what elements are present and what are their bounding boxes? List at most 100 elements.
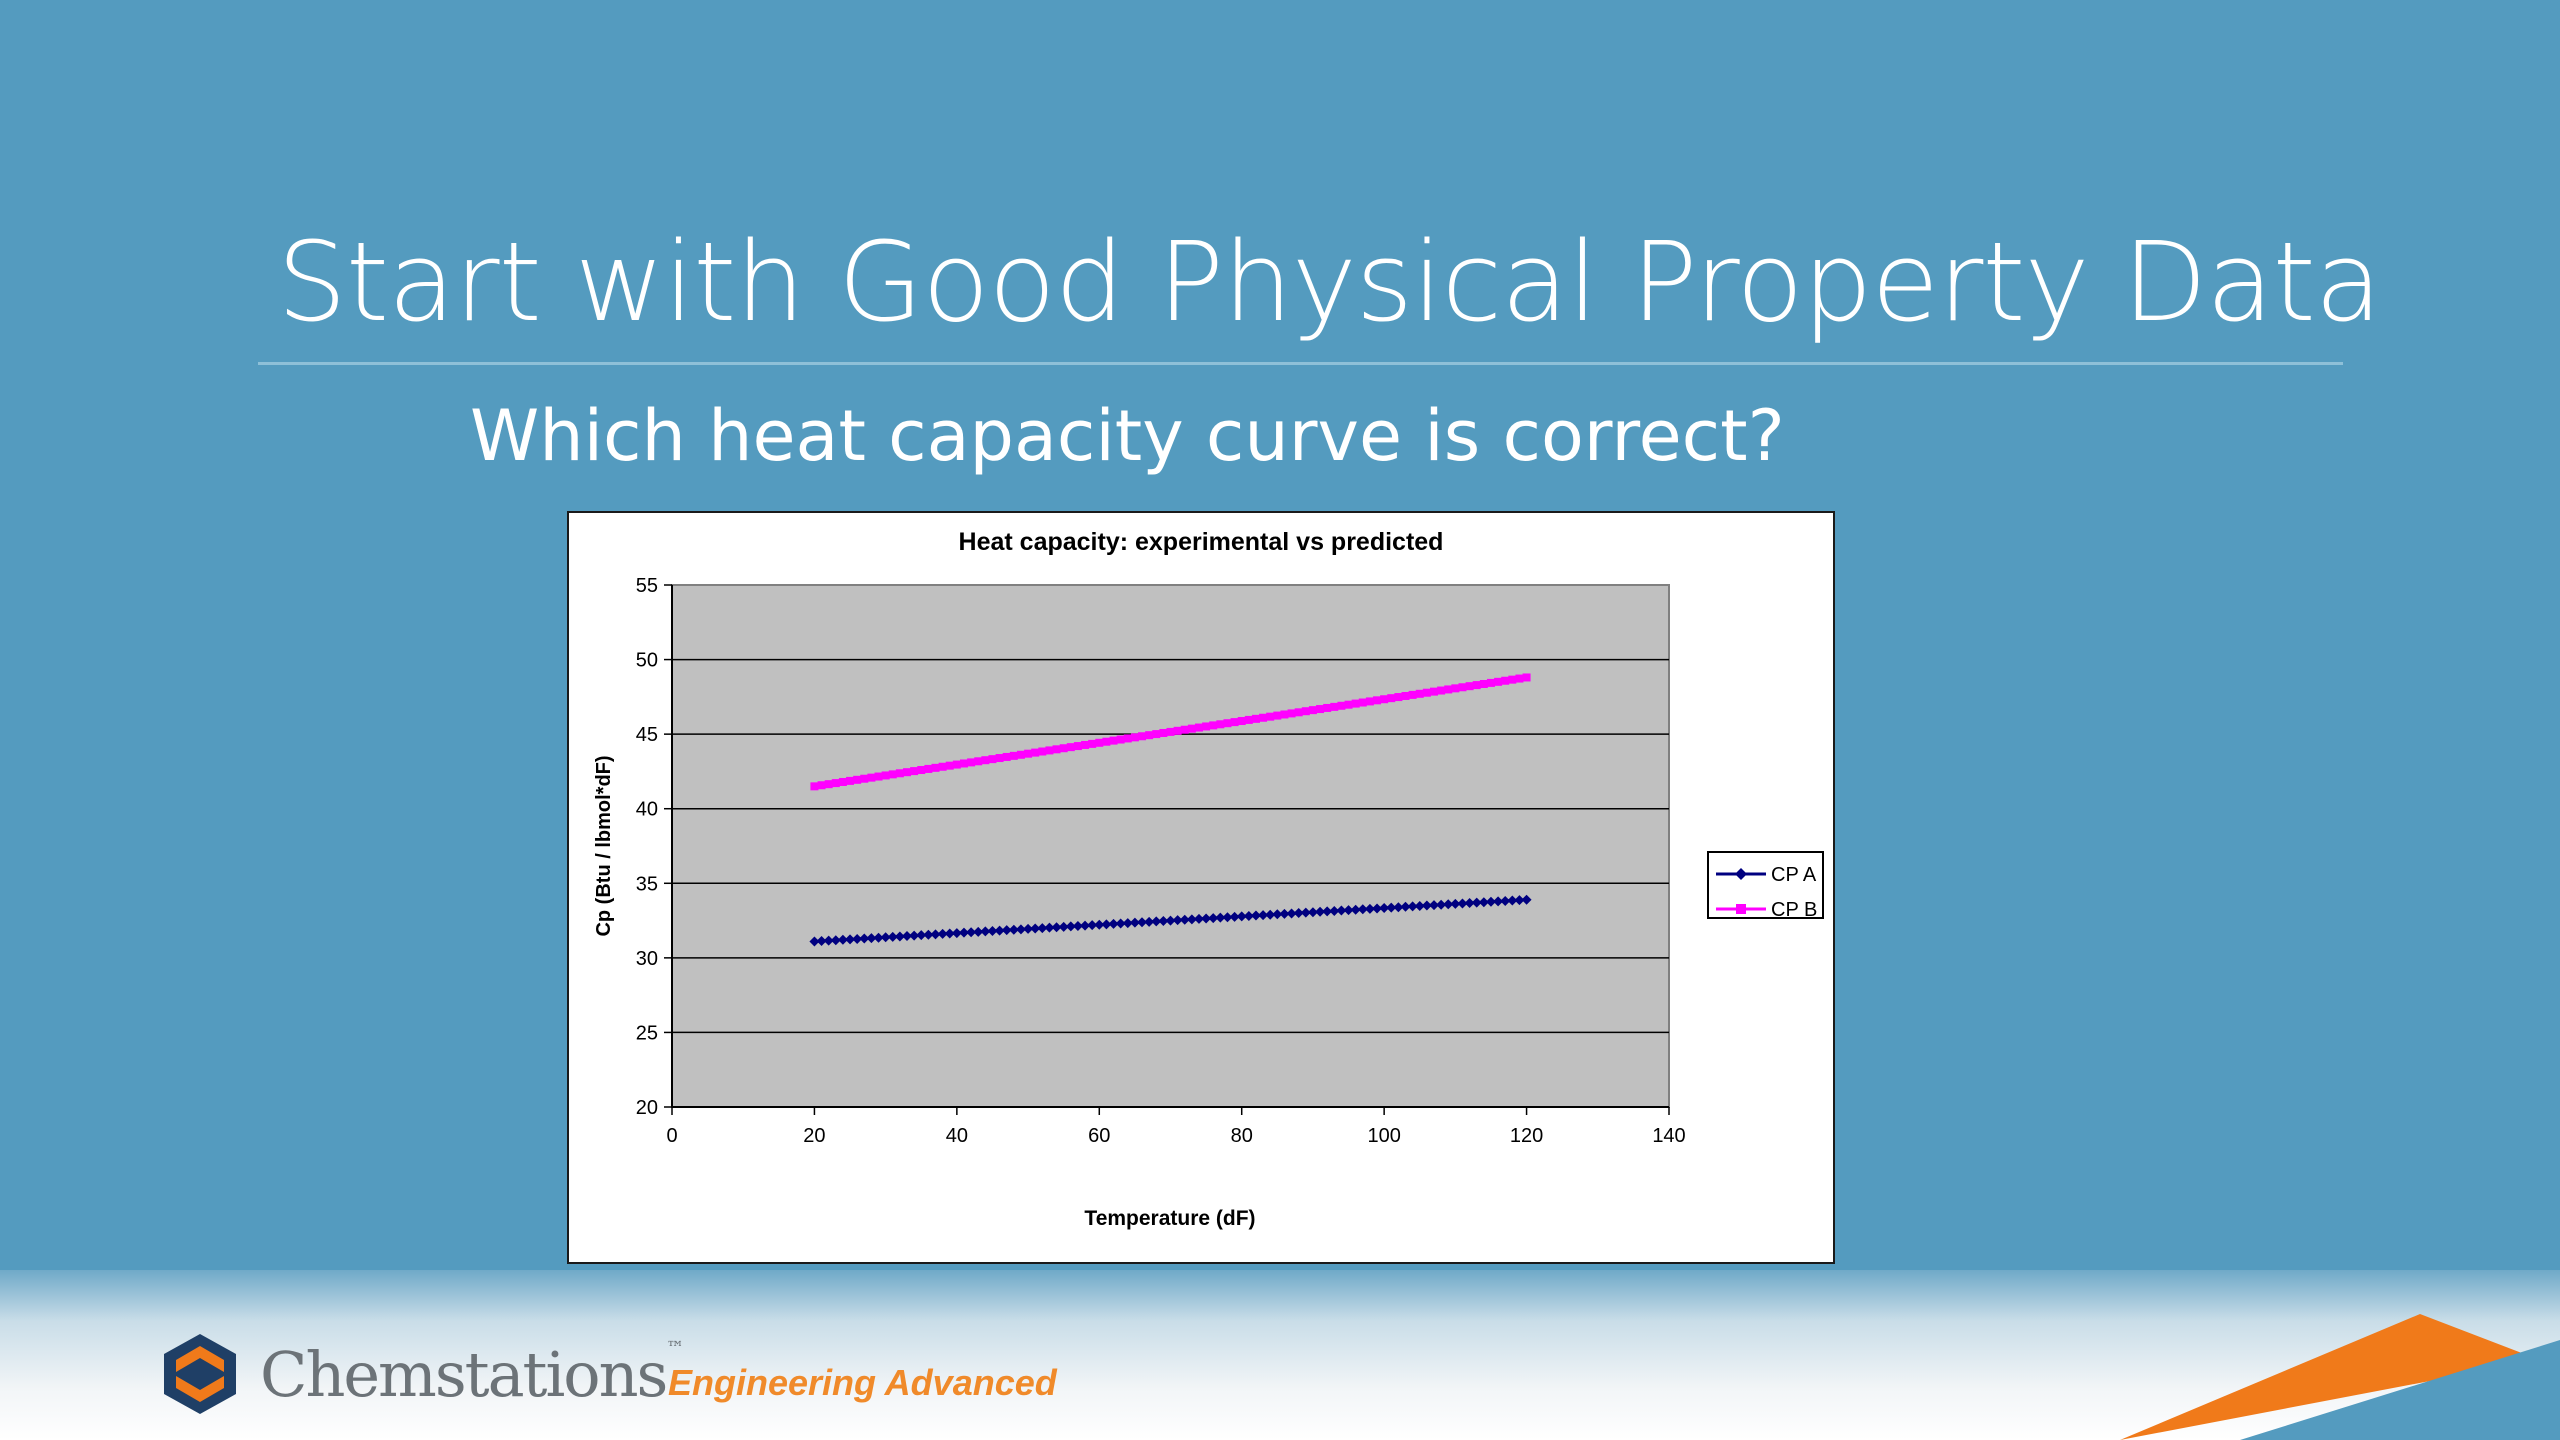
data-point-cp-a: [809, 936, 820, 947]
data-point-cp-a: [1008, 924, 1019, 935]
data-point-cp-b: [881, 771, 890, 780]
data-point-cp-a: [880, 932, 891, 943]
data-point-cp-b: [1209, 721, 1218, 730]
data-point-cp-b: [1451, 684, 1460, 693]
data-point-cp-b: [1116, 735, 1125, 744]
data-point-cp-b: [888, 770, 897, 779]
data-point-cp-a: [1236, 911, 1247, 922]
data-point-cp-a: [973, 926, 984, 937]
footer-band: [0, 1270, 2560, 1440]
data-point-cp-a: [1364, 903, 1375, 914]
data-point-cp-a: [1208, 913, 1219, 924]
data-point-cp-b: [810, 782, 819, 791]
data-point-cp-a: [816, 936, 827, 947]
data-point-cp-b: [1230, 718, 1239, 727]
data-point-cp-b: [1429, 687, 1438, 696]
series-markers-cp-a: [809, 894, 1532, 947]
brand-name-text: Chemstations: [260, 1338, 668, 1411]
data-point-cp-b: [988, 755, 997, 764]
data-point-cp-b: [1109, 736, 1118, 745]
data-point-cp-b: [895, 769, 904, 778]
data-point-cp-b: [1387, 694, 1396, 703]
data-point-cp-b: [1216, 720, 1225, 729]
data-point-cp-a: [1372, 903, 1383, 914]
data-point-cp-b: [1365, 697, 1374, 706]
x-tick-label: 100: [1367, 1125, 1400, 1147]
data-point-cp-b: [1102, 737, 1111, 746]
data-point-cp-b: [1373, 696, 1382, 705]
corner-decoration: [2120, 1314, 2560, 1440]
data-point-cp-a: [1037, 923, 1048, 934]
legend-label-cp-a: CP A: [1771, 864, 1817, 886]
data-point-cp-b: [1130, 733, 1139, 742]
y-tick-label: 35: [636, 873, 658, 895]
data-point-cp-a: [1471, 897, 1482, 908]
x-tick-label: 120: [1510, 1125, 1543, 1147]
data-point-cp-a: [1336, 905, 1347, 916]
data-point-cp-a: [1293, 908, 1304, 919]
data-point-cp-b: [824, 780, 833, 789]
data-point-cp-a: [1137, 917, 1148, 928]
data-point-cp-a: [1300, 907, 1311, 918]
data-point-cp-a: [1386, 902, 1397, 913]
data-point-cp-a: [894, 931, 905, 942]
data-point-cp-a: [916, 930, 927, 941]
data-point-cp-b: [1394, 693, 1403, 702]
data-point-cp-b: [1016, 750, 1025, 759]
data-point-cp-a: [1407, 901, 1418, 912]
data-point-cp-a: [1322, 906, 1333, 917]
data-point-cp-a: [1272, 909, 1283, 920]
data-point-cp-b: [1159, 728, 1168, 737]
trademark-symbol: ™: [666, 1338, 685, 1359]
y-tick-label: 55: [636, 575, 658, 597]
data-point-cp-a: [1193, 913, 1204, 924]
data-point-cp-b: [1237, 717, 1246, 726]
data-point-cp-b: [1351, 699, 1360, 708]
data-point-cp-a: [1151, 916, 1162, 927]
data-point-cp-a: [1428, 900, 1439, 911]
data-point-cp-a: [1172, 915, 1183, 926]
data-point-cp-b: [838, 777, 847, 786]
data-point-cp-a: [1286, 908, 1297, 919]
data-point-cp-a: [1450, 898, 1461, 909]
data-point-cp-a: [1414, 900, 1425, 911]
data-point-cp-a: [859, 933, 870, 944]
data-point-cp-a: [1072, 921, 1083, 932]
data-point-cp-b: [1308, 706, 1317, 715]
x-tick-label: 20: [803, 1125, 825, 1147]
data-point-cp-a: [909, 930, 920, 941]
data-point-cp-b: [952, 760, 961, 769]
data-point-cp-a: [944, 928, 955, 939]
data-point-cp-b: [1287, 709, 1296, 718]
data-point-cp-b: [1145, 731, 1154, 740]
data-point-cp-b: [938, 762, 947, 771]
data-point-cp-a: [1443, 899, 1454, 910]
y-tick-label: 50: [636, 650, 658, 672]
data-point-cp-a: [830, 935, 841, 946]
data-point-cp-b: [874, 772, 883, 781]
data-point-cp-b: [1266, 712, 1275, 721]
data-point-cp-a: [1258, 910, 1269, 921]
x-tick-label: 0: [666, 1125, 677, 1147]
data-point-cp-b: [1202, 722, 1211, 731]
data-point-cp-b: [1194, 723, 1203, 732]
x-tick-label: 40: [946, 1125, 968, 1147]
data-point-cp-a: [1101, 919, 1112, 930]
data-point-cp-a: [1044, 922, 1055, 933]
data-point-cp-b: [867, 773, 876, 782]
slide-subtitle: Which heat capacity curve is correct?: [470, 395, 1785, 477]
data-point-cp-a: [1457, 898, 1468, 909]
data-point-cp-b: [1251, 714, 1260, 723]
legend-marker-cp-b: [1736, 904, 1746, 914]
series-markers-cp-b: [810, 673, 1531, 791]
data-point-cp-a: [866, 933, 877, 944]
data-point-cp-b: [1422, 688, 1431, 697]
data-point-cp-b: [860, 774, 869, 783]
data-point-cp-a: [1521, 894, 1532, 905]
data-point-cp-b: [1515, 674, 1524, 683]
data-point-cp-a: [1108, 918, 1119, 929]
data-point-cp-a: [1023, 923, 1034, 934]
data-point-cp-b: [1045, 746, 1054, 755]
data-point-cp-a: [1015, 924, 1026, 935]
data-point-cp-b: [1280, 710, 1289, 719]
